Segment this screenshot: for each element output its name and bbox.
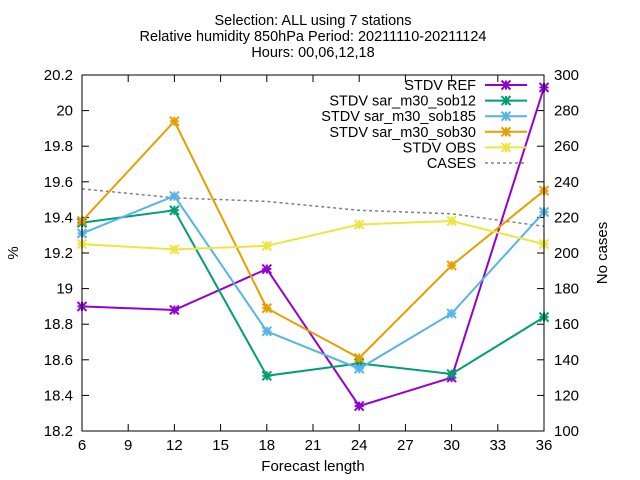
x-tick-label: 27 <box>397 437 414 454</box>
y-tick-label: 20 <box>56 103 73 120</box>
legend-label: STDV REF <box>404 78 476 94</box>
legend-entry: STDV sar_m30_sob185 <box>321 109 527 125</box>
series-line <box>81 209 545 377</box>
y-tick-label: 19.8 <box>44 138 73 155</box>
y-tick-label: 19.6 <box>44 174 73 191</box>
data-point <box>169 116 180 127</box>
data-point <box>169 190 180 202</box>
data-point <box>353 400 365 412</box>
series-line <box>81 87 545 408</box>
data-point <box>261 302 273 314</box>
x-tick-label: 24 <box>351 437 368 454</box>
legend-label: STDV OBS <box>403 140 476 156</box>
data-point <box>446 368 457 380</box>
x-tick-label: 33 <box>489 437 506 454</box>
title-line: Relative humidity 850hPa Period: 2021111… <box>140 29 487 45</box>
x-axis-label: Forecast length <box>261 458 364 475</box>
data-point <box>169 244 180 255</box>
x-tick-label: 6 <box>78 437 86 454</box>
y-tick-label: 20.2 <box>44 67 73 84</box>
x-tick-label: 18 <box>258 437 275 454</box>
y-tick-label: 18.6 <box>44 352 73 369</box>
legend-marker <box>500 126 512 138</box>
series-cases <box>81 188 545 228</box>
tick-labels: 6 9 12 15 18 21 24 27 30 33 36 18.2 18.4 18.6 18.8 19 19… <box>44 67 579 454</box>
x-tick-label: 9 <box>124 437 132 454</box>
y2-tick-label: 280 <box>554 103 579 120</box>
legend-entry: STDV REF <box>404 78 527 94</box>
title-line: Hours: 00,06,12,18 <box>251 45 374 61</box>
data-point <box>353 352 365 364</box>
legend-label: STDV sar_m30_sob30 <box>329 125 476 141</box>
y-tick-label: 18.4 <box>44 387 73 404</box>
x-tick-label: 15 <box>212 437 229 454</box>
y2-tick-label: 140 <box>554 352 579 369</box>
legend-marker <box>500 142 512 153</box>
legend-entry: CASES <box>427 156 527 172</box>
data-point <box>261 326 273 337</box>
legend-marker <box>500 95 512 106</box>
y2-tick-label: 180 <box>554 281 579 298</box>
x-tick-label: 30 <box>443 437 460 454</box>
legend-label: STDV sar_m30_sob185 <box>321 109 476 125</box>
legend-marker <box>500 79 512 91</box>
data-point <box>446 260 457 271</box>
series-stdv-ref <box>76 82 550 412</box>
series-stdv-sar-m30-sob185 <box>76 190 550 374</box>
data-point <box>446 215 457 227</box>
chart-title: Selection: ALL using 7 stationsRelative … <box>140 13 487 61</box>
y-axis-label: % <box>5 246 22 259</box>
y2-tick-label: 300 <box>554 67 579 84</box>
data-point <box>353 219 365 230</box>
series-line <box>81 119 545 360</box>
y2-tick-label: 120 <box>554 387 579 404</box>
legend-label: STDV sar_m30_sob12 <box>329 94 476 110</box>
series-line <box>81 194 545 370</box>
y2-tick-label: 160 <box>554 316 579 333</box>
legend-entry: STDV sar_m30_sob30 <box>329 125 527 141</box>
x-tick-label: 21 <box>305 437 322 454</box>
series-line <box>81 219 545 251</box>
y-tick-label: 19.4 <box>44 209 73 226</box>
y2-tick-label: 100 <box>554 423 579 440</box>
y-tick-label: 18.2 <box>44 423 73 440</box>
data-point <box>446 308 457 319</box>
y-tick-label: 19 <box>56 281 73 298</box>
series-stdv-obs <box>76 215 550 255</box>
series-line <box>81 188 545 228</box>
legend-label: CASES <box>427 156 476 172</box>
y2-tick-label: 200 <box>554 245 579 262</box>
plot-frame <box>81 74 545 432</box>
legend-marker <box>500 110 512 122</box>
legend-entry: STDV sar_m30_sob12 <box>329 94 527 110</box>
y-tick-label: 18.8 <box>44 316 73 333</box>
series-stdv-sar-m30-sob12 <box>76 205 550 382</box>
data-point <box>169 304 180 316</box>
y2-tick-label: 260 <box>554 138 579 155</box>
plot-area <box>76 82 550 412</box>
x-tick-label: 36 <box>536 437 553 454</box>
y2-tick-label: 240 <box>554 174 579 191</box>
data-point <box>261 263 273 275</box>
data-point <box>169 205 180 216</box>
data-point <box>353 363 365 374</box>
y-tick-label: 19.2 <box>44 245 73 262</box>
title-line: Selection: ALL using 7 stations <box>215 13 412 29</box>
legend-entry: STDV OBS <box>403 140 527 156</box>
data-point <box>261 370 273 382</box>
series-stdv-sar-m30-sob30 <box>76 116 550 364</box>
data-point <box>261 240 273 252</box>
y2-axis-label: No cases <box>594 222 611 285</box>
x-tick-label: 12 <box>166 437 183 454</box>
y2-tick-label: 220 <box>554 209 579 226</box>
